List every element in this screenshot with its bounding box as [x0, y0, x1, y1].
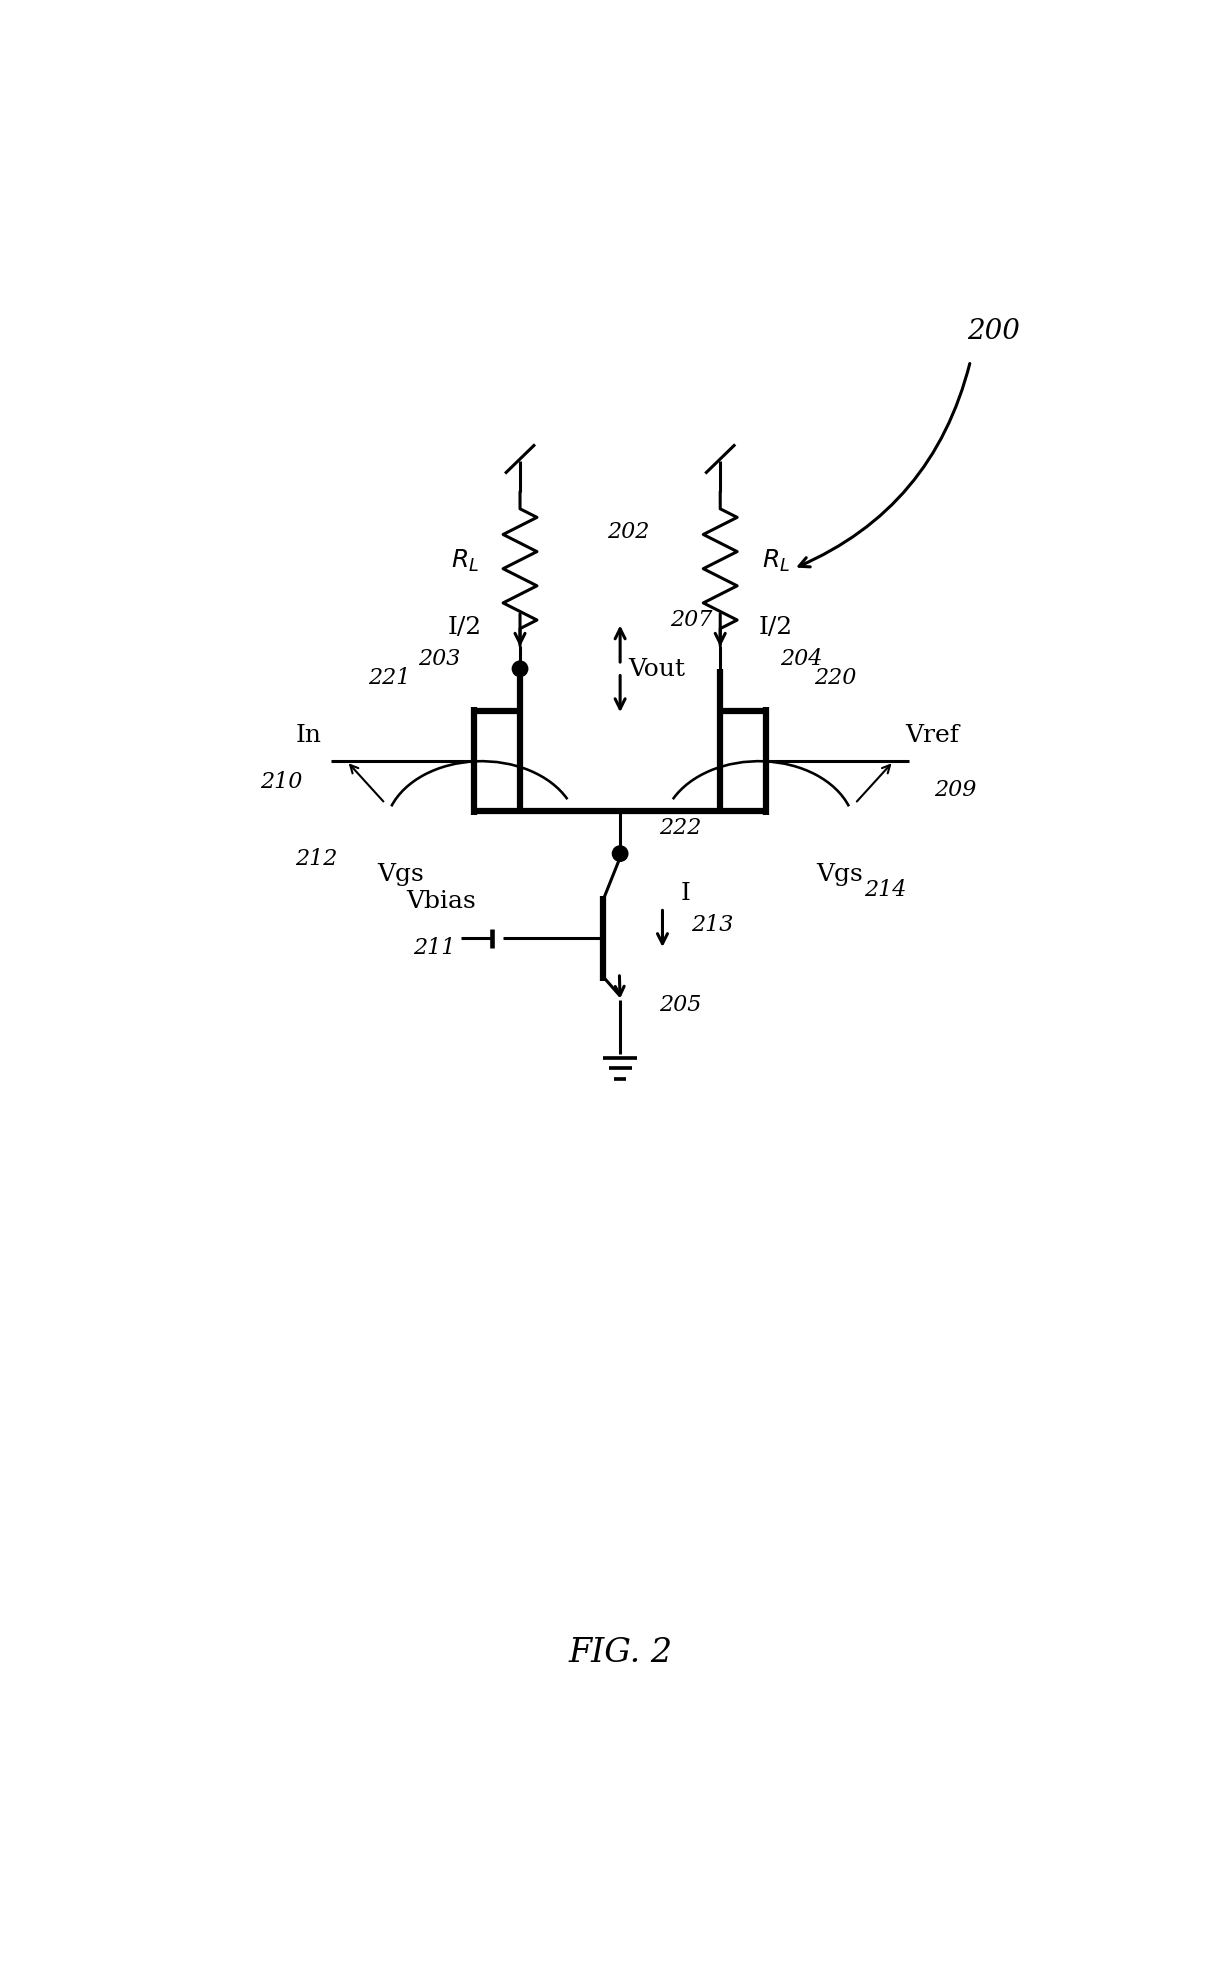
Text: 202: 202: [606, 521, 649, 543]
Text: 214: 214: [865, 879, 908, 901]
Text: I/2: I/2: [448, 616, 482, 640]
Text: In: In: [295, 725, 322, 746]
Text: 205: 205: [658, 994, 701, 1016]
Text: 220: 220: [814, 667, 857, 689]
Text: 210: 210: [260, 770, 302, 794]
Text: 211: 211: [413, 937, 455, 958]
Text: FIG. 2: FIG. 2: [567, 1637, 673, 1669]
Text: I/2: I/2: [759, 616, 793, 640]
Text: 212: 212: [295, 847, 338, 869]
Text: 204: 204: [780, 647, 823, 669]
Text: 203: 203: [417, 647, 460, 669]
Text: 200: 200: [967, 319, 1020, 345]
Text: $R_L$: $R_L$: [761, 548, 790, 574]
Text: $R_L$: $R_L$: [450, 548, 479, 574]
Text: Vbias: Vbias: [407, 889, 477, 913]
Circle shape: [512, 661, 528, 677]
Text: 222: 222: [658, 818, 701, 840]
Circle shape: [612, 845, 628, 861]
Text: 221: 221: [368, 667, 410, 689]
Text: Vref: Vref: [905, 725, 960, 746]
Text: 209: 209: [934, 778, 976, 800]
Text: 207: 207: [670, 610, 713, 632]
Text: 213: 213: [691, 913, 733, 937]
Text: Vgs: Vgs: [378, 863, 423, 885]
Text: Vout: Vout: [628, 659, 685, 681]
Text: I: I: [681, 881, 691, 905]
Text: Vgs: Vgs: [817, 863, 863, 885]
